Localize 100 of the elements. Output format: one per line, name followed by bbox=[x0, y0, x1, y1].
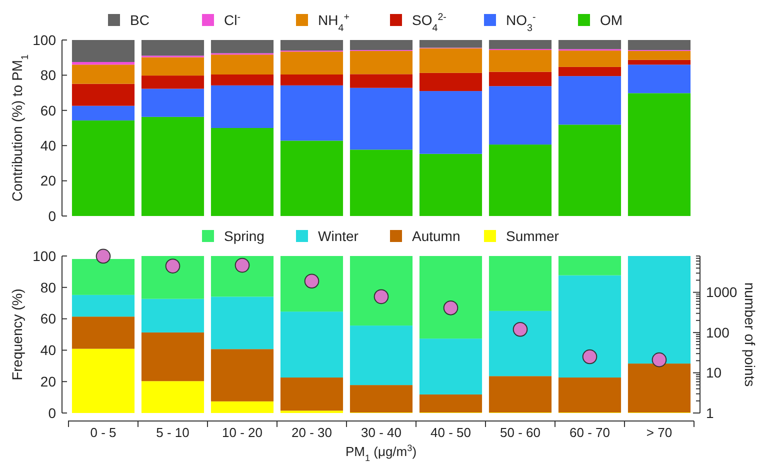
y2-tick-label: 100 bbox=[706, 324, 730, 340]
bar bbox=[72, 316, 135, 349]
legend-label: Summer bbox=[506, 228, 560, 244]
bar bbox=[72, 106, 135, 120]
bar bbox=[628, 256, 691, 364]
bar bbox=[558, 66, 622, 76]
y2-axis-title: number of points bbox=[742, 282, 758, 387]
y-tick-label: 0 bbox=[48, 404, 56, 421]
point bbox=[96, 248, 111, 264]
y-tick-label: 20 bbox=[40, 172, 56, 189]
bar bbox=[210, 349, 274, 402]
y-tick-label: 60 bbox=[40, 310, 56, 327]
bar bbox=[210, 296, 274, 350]
bar bbox=[72, 258, 135, 295]
x-tick-label: 5 - 10 bbox=[156, 425, 190, 440]
bar bbox=[280, 378, 344, 411]
y-tick-label: 40 bbox=[40, 138, 56, 154]
bar bbox=[72, 40, 135, 62]
bar bbox=[488, 40, 552, 49]
x-tick-label: 0 - 5 bbox=[90, 425, 116, 440]
bar bbox=[280, 140, 344, 216]
x-tick-label: 40 - 50 bbox=[430, 425, 471, 440]
bar bbox=[419, 48, 482, 73]
y-tick-label: 100 bbox=[32, 248, 56, 264]
legend-label: Spring bbox=[224, 228, 264, 244]
bar bbox=[350, 150, 413, 216]
bar bbox=[210, 401, 274, 413]
bar bbox=[141, 256, 204, 299]
bar bbox=[628, 50, 691, 60]
legend-label: Winter bbox=[318, 228, 359, 244]
bar bbox=[419, 154, 482, 216]
bar bbox=[72, 120, 135, 216]
y-tick-label: 80 bbox=[40, 67, 56, 84]
legend-label: BC bbox=[130, 12, 150, 28]
legend-label: Autumn bbox=[412, 228, 460, 244]
legend-label: Cl$^{-}$ bbox=[224, 11, 240, 28]
bar bbox=[280, 52, 344, 74]
bar bbox=[350, 88, 413, 150]
bar bbox=[210, 74, 274, 86]
x-tick-label: 10 - 20 bbox=[222, 425, 262, 440]
bar bbox=[350, 74, 413, 88]
y-tick-label: 100 bbox=[32, 32, 56, 48]
y2-tick-label: 1000 bbox=[706, 284, 738, 300]
bar bbox=[210, 85, 274, 128]
point bbox=[374, 289, 389, 304]
bar bbox=[419, 40, 482, 48]
bar bbox=[141, 88, 204, 117]
bar bbox=[141, 40, 204, 56]
bar bbox=[419, 338, 482, 394]
bar bbox=[628, 40, 691, 50]
point bbox=[652, 352, 667, 368]
bar bbox=[419, 72, 482, 92]
point bbox=[234, 258, 250, 273]
y-tick-label: 40 bbox=[40, 342, 56, 358]
x-axis-title: PM$_{1}$ (μg/m$^{3}$) bbox=[345, 443, 417, 463]
bar bbox=[72, 294, 135, 317]
bar bbox=[558, 40, 622, 50]
bar bbox=[628, 60, 691, 65]
x-tick-label: 20 - 30 bbox=[292, 425, 332, 440]
bar bbox=[350, 385, 413, 413]
bar bbox=[141, 381, 204, 413]
y-tick-label: 0 bbox=[48, 208, 56, 224]
bar bbox=[210, 128, 274, 216]
bar bbox=[141, 116, 204, 216]
y-tick-label: 60 bbox=[40, 102, 56, 118]
bar bbox=[628, 364, 691, 413]
point bbox=[165, 258, 180, 274]
bar bbox=[210, 256, 274, 297]
x-tick-label: 30 - 40 bbox=[361, 425, 402, 440]
bar bbox=[488, 310, 552, 376]
bar bbox=[72, 348, 135, 413]
bar bbox=[419, 91, 482, 154]
bar bbox=[488, 72, 552, 86]
bar bbox=[141, 76, 204, 89]
bar bbox=[488, 86, 552, 145]
point bbox=[582, 349, 598, 364]
bar bbox=[558, 124, 622, 216]
bar bbox=[558, 50, 622, 67]
x-tick-label: 60 - 70 bbox=[570, 425, 610, 440]
bar bbox=[280, 74, 344, 86]
bar bbox=[419, 394, 482, 413]
point bbox=[512, 322, 528, 337]
y-axis-title: Frequency (%) bbox=[9, 288, 25, 380]
bar bbox=[558, 378, 622, 413]
bar bbox=[141, 57, 204, 76]
bar bbox=[350, 256, 413, 326]
bar bbox=[280, 312, 344, 378]
bar bbox=[72, 62, 135, 65]
y-tick-label: 80 bbox=[40, 279, 56, 296]
point bbox=[304, 274, 320, 289]
bar bbox=[280, 256, 344, 312]
bar bbox=[558, 275, 622, 378]
x-tick-label: > 70 bbox=[646, 425, 672, 440]
bar bbox=[419, 256, 482, 339]
legend-label: OM bbox=[600, 12, 623, 28]
bar bbox=[350, 326, 413, 386]
bar bbox=[628, 64, 691, 94]
bar bbox=[488, 376, 552, 413]
bar bbox=[141, 298, 204, 332]
bar bbox=[72, 84, 135, 106]
